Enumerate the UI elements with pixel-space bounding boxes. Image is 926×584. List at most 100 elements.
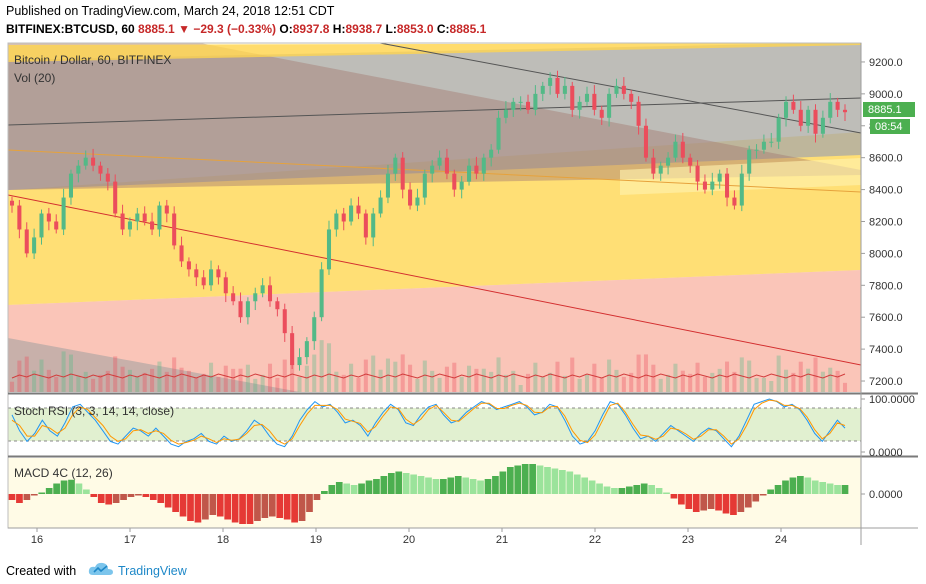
volume-bar (297, 376, 302, 392)
candle-body (592, 93, 597, 110)
chart-canvas[interactable]: Bitcoin / Dollar, 60, BITFINEX Vol (20) … (0, 40, 926, 545)
volume-bar (680, 370, 685, 392)
volume-bar (842, 382, 848, 392)
volume-bar (555, 361, 560, 392)
macd-bar (722, 494, 730, 514)
macd-bar (819, 482, 827, 494)
time-tick-label: 16 (31, 534, 43, 545)
macd-bar (373, 479, 380, 494)
down-triangle-icon: ▼ (178, 22, 190, 36)
macd-bar (68, 479, 75, 494)
candle-body (408, 189, 413, 206)
macd-bar (38, 492, 46, 494)
symbol-ohlc-line: BITFINEX:BTCUSD, 60 8885.1 ▼ −29.3 (−0.3… (6, 22, 486, 36)
candle-body (282, 309, 287, 334)
volume-bar (474, 368, 479, 392)
macd-bar (417, 476, 425, 494)
volume-bar (312, 354, 317, 392)
macd-bar (432, 479, 440, 494)
price-tick-label: 8200.0 (869, 216, 903, 228)
close-label: C: (436, 22, 450, 36)
candle-body (356, 205, 361, 214)
macd-bar (440, 479, 447, 494)
volume-ma-line (11, 373, 846, 379)
candle-body (54, 221, 59, 230)
macd-bar (603, 486, 611, 494)
volume-bar (658, 378, 663, 392)
candle-body (430, 165, 435, 174)
volume-bar (349, 363, 354, 392)
candle-body (179, 245, 184, 262)
candle-body (599, 109, 604, 118)
volume-bar (835, 370, 840, 392)
volume-bar (142, 372, 147, 392)
macd-bar (581, 477, 589, 494)
macd-bar (172, 494, 179, 512)
macd-bar (633, 485, 641, 494)
macd-bar (149, 494, 157, 500)
candle-body (334, 213, 339, 230)
candle-body (540, 85, 545, 94)
candle-body (68, 173, 74, 198)
volume-bar (98, 374, 103, 392)
volume-bar (371, 355, 376, 392)
candle-body (614, 85, 619, 94)
price-axis[interactable]: 9200.09000.08800.08600.08400.08200.08000… (861, 57, 915, 501)
macd-bar (618, 488, 626, 494)
volume-bar (120, 366, 125, 392)
trendline-orange (8, 149, 861, 193)
volume-bar (747, 360, 752, 392)
candle-body (113, 181, 118, 214)
macd-bar (350, 485, 358, 494)
candle-body (326, 229, 332, 270)
macd-bar (700, 494, 708, 511)
macd-bar (142, 494, 150, 497)
volume-bar (334, 371, 339, 392)
footer-brand-link[interactable]: TradingView (118, 564, 187, 578)
volume-bar (806, 368, 811, 392)
candle-body (253, 293, 258, 302)
candle-body (91, 157, 96, 166)
volume-bar (61, 351, 66, 392)
candle-body (172, 213, 177, 246)
candle-body (437, 157, 442, 166)
price-change: −29.3 (−0.33%) (193, 22, 277, 36)
candle-body (842, 109, 848, 113)
macd-bar (447, 477, 455, 494)
macd-bar (268, 494, 276, 517)
candle-body (341, 213, 346, 222)
time-axis[interactable]: 16 17 18 19 20 21 22 23 24 (31, 528, 787, 545)
volume-bar (621, 376, 626, 392)
candle-body (24, 229, 29, 254)
macd-bar (194, 494, 202, 523)
candle-body (297, 357, 302, 366)
macd-bar (611, 488, 618, 494)
volume-bar (172, 357, 177, 392)
candle-body (422, 173, 427, 198)
candle-body (120, 213, 125, 230)
volume-bar (150, 368, 155, 392)
candle-body (39, 213, 44, 238)
volume-bar (584, 374, 590, 392)
volume-bar (83, 371, 88, 392)
macd-bar (120, 494, 127, 500)
macd-bar (663, 492, 670, 494)
candle-body (820, 117, 825, 134)
volume-bar (791, 372, 796, 392)
stoch-d-line (11, 399, 846, 445)
macd-bar (30, 494, 38, 496)
macd-histogram (8, 464, 849, 524)
macd-bar (767, 489, 774, 494)
close-value: 8885.1 (449, 22, 487, 36)
volume-bar (238, 368, 243, 392)
stoch-tick-label: 100.0000 (869, 394, 915, 406)
volume-bar (179, 367, 184, 392)
candle-body (209, 269, 214, 286)
stoch-tick-label: 0.0000 (869, 447, 903, 459)
candle-body (9, 200, 15, 206)
volume-bar (444, 366, 449, 392)
candle-body (525, 101, 531, 110)
candle-body (105, 173, 110, 182)
time-tick-label: 23 (682, 534, 694, 545)
macd-bar (254, 494, 261, 521)
